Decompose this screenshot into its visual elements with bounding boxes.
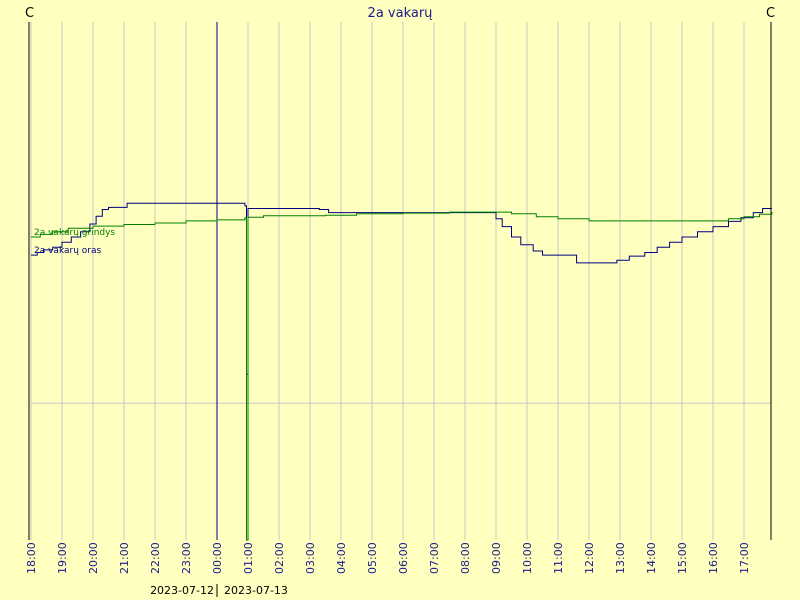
- x-tick-label: 21:00: [118, 542, 131, 574]
- left-axis-unit: C: [25, 6, 35, 21]
- x-tick-label: 13:00: [614, 542, 627, 574]
- x-tick-label: 09:00: [490, 542, 503, 574]
- series-label: 2a vakarų oras: [34, 246, 101, 256]
- x-tick-label: 18:00: [25, 542, 38, 574]
- x-tick-label: 14:00: [645, 542, 658, 574]
- x-tick-label: 20:00: [87, 542, 100, 574]
- x-tick-label: 15:00: [676, 542, 689, 574]
- x-tick-label: 06:00: [397, 542, 410, 574]
- x-tick-label: 05:00: [366, 542, 379, 574]
- series-line: [31, 202, 772, 375]
- x-tick-label: 16:00: [707, 542, 720, 574]
- x-tick-label: 00:00: [211, 542, 224, 574]
- right-axis-unit: C: [766, 6, 776, 21]
- x-tick-label: 02:00: [273, 542, 286, 574]
- series-label: 2a vakarų grindys: [34, 228, 115, 238]
- x-tick-label: 10:00: [521, 542, 534, 574]
- x-tick-label: 19:00: [56, 542, 69, 574]
- chart-title: 2a vakarų: [367, 6, 433, 21]
- x-tick-label: 17:00: [738, 542, 751, 574]
- x-tick-label: 08:00: [459, 542, 472, 574]
- date-label: 2023-07-12: [150, 584, 214, 597]
- x-tick-label: 01:00: [242, 542, 255, 574]
- x-tick-label: 12:00: [583, 542, 596, 574]
- x-tick-label: 23:00: [180, 542, 193, 574]
- x-tick-label: 03:00: [304, 542, 317, 574]
- x-tick-label: 07:00: [428, 542, 441, 574]
- x-tick-label: 04:00: [335, 542, 348, 574]
- date-label: 2023-07-13: [224, 584, 288, 597]
- x-tick-label: 11:00: [552, 542, 565, 574]
- series-line: [31, 211, 773, 541]
- x-tick-label: 22:00: [149, 542, 162, 574]
